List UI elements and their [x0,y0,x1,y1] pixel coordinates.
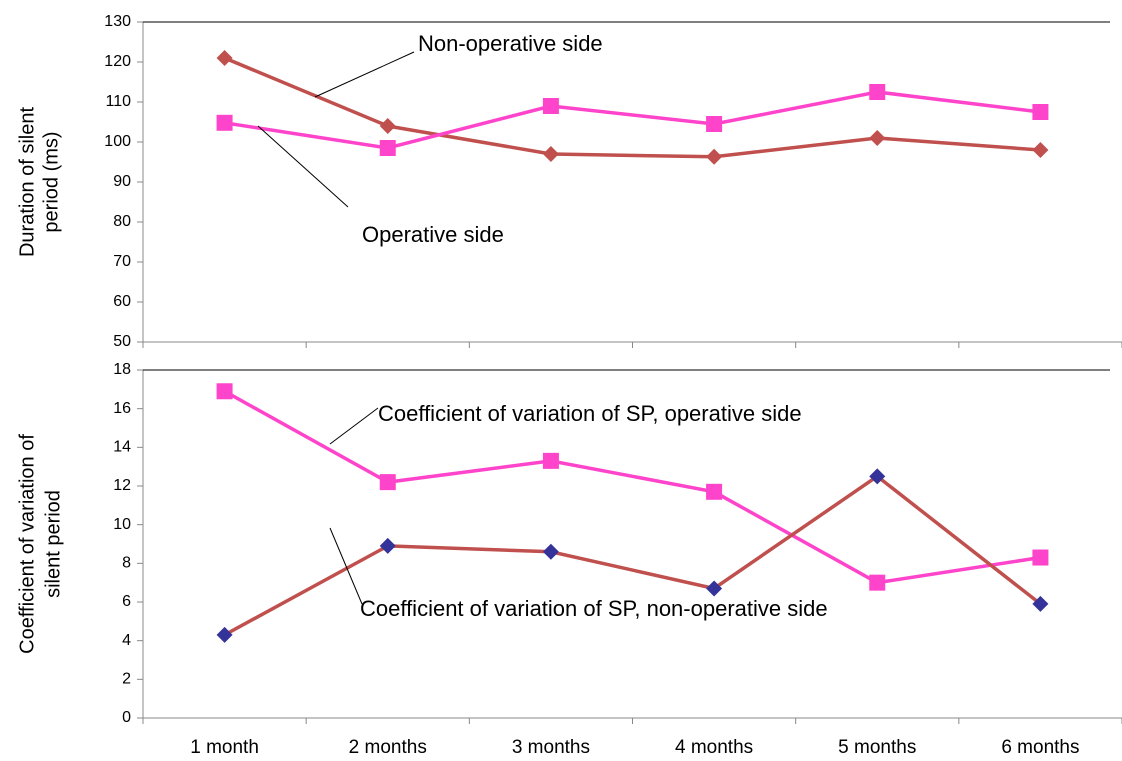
marker [216,50,233,66]
series-line [223,474,1042,637]
y-tick-label: 110 [105,93,131,110]
y-tick-label: 6 [122,593,131,610]
y-tick-label: 80 [113,213,131,230]
y-tick-label: 16 [113,400,131,417]
marker [706,580,723,597]
y-tick-label: 10 [113,516,131,533]
y-axis-label: Duration of silent [16,107,38,258]
y-tick-label: 2 [122,671,131,688]
marker [1032,104,1049,120]
marker [379,118,396,134]
marker [542,452,559,469]
marker [869,574,886,591]
marker [1032,142,1049,158]
marker [379,474,396,491]
series-line [223,389,1041,585]
marker [542,146,559,162]
marker [706,483,723,500]
y-axis-label: period (ms) [40,131,62,232]
marker [706,116,723,132]
y-tick-label: 18 [113,361,131,378]
y-tick-label: 4 [122,632,131,649]
series-annotation: Coefficient of variation of SP, operativ… [378,401,802,426]
y-tick-label: 14 [113,439,131,456]
series-annotation: Non-operative side [418,31,603,56]
x-tick-label: 1 month [190,737,259,758]
marker [869,468,886,485]
x-tick-label: 4 months [675,737,753,758]
marker [542,543,559,560]
marker [379,140,396,156]
marker [542,98,559,114]
y-axis-label: Coefficient of variation of [16,434,38,654]
y-tick-label: 120 [104,53,131,70]
y-tick-label: 12 [113,477,131,494]
annotation-leader [257,125,349,208]
annotation-leader [314,51,415,98]
y-tick-label: 50 [113,333,131,350]
x-tick-label: 5 months [838,737,916,758]
y-tick-label: 8 [122,555,131,572]
x-tick-label: 3 months [512,737,590,758]
marker [379,537,396,554]
y-tick-label: 0 [122,709,131,726]
marker [216,626,233,643]
y-tick-label: 90 [113,173,131,190]
y-tick-label: 60 [113,293,131,310]
y-tick-label: 100 [104,133,131,150]
marker [216,383,233,400]
marker [869,130,886,146]
series-line [223,56,1041,159]
series-annotation: Operative side [362,222,504,247]
series-annotation: Coefficient of variation of SP, non-oper… [360,596,828,621]
x-tick-label: 2 months [349,737,427,758]
annotation-leader [329,527,363,605]
marker [216,114,233,131]
y-tick-label: 70 [113,253,131,270]
y-tick-label: 130 [104,13,131,30]
annotation-leader [329,407,379,445]
y-axis-label: silent period [42,490,64,598]
marker [1032,595,1049,612]
series-line [224,90,1041,150]
marker [869,84,886,100]
x-tick-label: 6 months [1001,737,1079,758]
marker [706,148,723,165]
marker [1032,549,1049,566]
